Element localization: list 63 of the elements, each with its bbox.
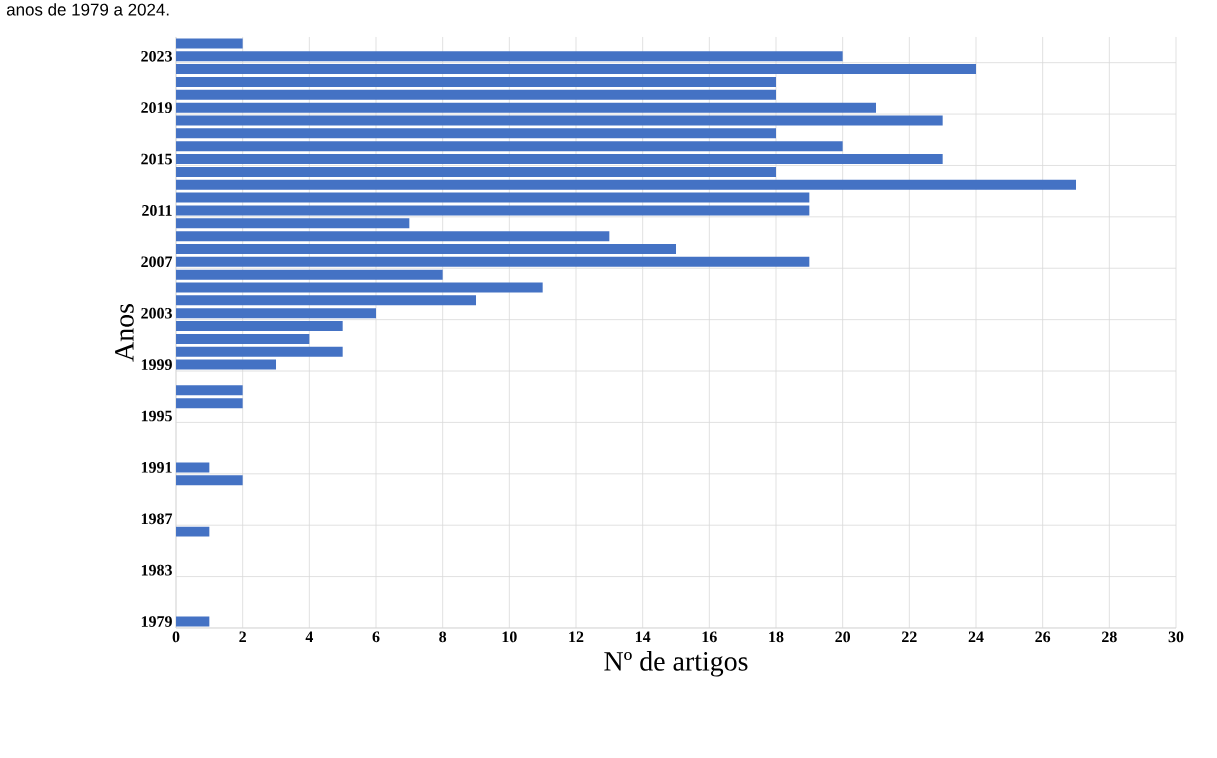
bar [176, 38, 243, 49]
y-tick-label: 2023 [141, 50, 172, 62]
x-tick-label: 8 [439, 631, 447, 643]
y-tick-label: 2011 [142, 205, 172, 216]
bar [176, 526, 210, 537]
y-tick-label: 1979 [141, 616, 172, 627]
bar [176, 115, 943, 126]
bar [176, 308, 377, 319]
x-tick-label: 20 [835, 631, 851, 643]
x-tick-label: 0 [172, 631, 180, 643]
bar [176, 76, 777, 87]
y-tick-label: 1983 [141, 564, 172, 576]
bar [176, 102, 877, 113]
y-tick-label: 1999 [141, 359, 172, 370]
x-tick-label: 12 [569, 631, 584, 643]
bar [176, 321, 343, 332]
bar [176, 89, 777, 100]
bar [176, 231, 610, 242]
bar [176, 128, 777, 139]
bar [176, 179, 1077, 190]
y-tick-label: 1991 [141, 462, 172, 473]
x-tick-label: 30 [1168, 631, 1184, 643]
bar [176, 616, 210, 627]
bar [176, 243, 677, 254]
bar [176, 205, 810, 216]
y-tick-label: 2007 [141, 256, 173, 268]
x-tick-label: 2 [239, 631, 246, 643]
x-tick-label: 22 [902, 631, 917, 643]
y-tick-label: 2019 [141, 102, 172, 114]
bar [176, 64, 977, 75]
x-tick-label: 18 [769, 631, 784, 643]
y-tick-label: 2003 [141, 307, 172, 319]
x-tick-label: 14 [635, 631, 651, 643]
bar [176, 256, 810, 267]
bar [176, 333, 310, 344]
bar [176, 385, 243, 396]
bar [176, 462, 210, 473]
bar [176, 141, 843, 152]
bar [176, 398, 243, 409]
bar [176, 475, 243, 486]
bar [176, 51, 843, 62]
x-tick-label: 28 [1102, 631, 1117, 643]
bar [176, 346, 343, 357]
bar [176, 269, 443, 280]
x-tick-label: 26 [1035, 631, 1051, 643]
x-tick-label: 6 [372, 631, 380, 643]
bar [176, 282, 543, 293]
y-tick-label: 2015 [141, 153, 172, 165]
x-tick-label: 10 [502, 631, 517, 643]
chart-title: anos de 1979 a 2024. [6, 3, 169, 16]
bar [176, 192, 810, 203]
x-tick-label: 24 [968, 631, 984, 643]
y-tick-label: 1987 [141, 513, 173, 525]
x-axis-title: Nº de artigos [604, 651, 748, 677]
bar [176, 359, 277, 370]
x-tick-label: 4 [305, 631, 314, 642]
bar [176, 295, 477, 306]
bar [176, 166, 777, 177]
y-tick-label: 1995 [141, 410, 172, 422]
x-tick-label: 16 [702, 631, 717, 643]
y-axis-title: Anos [115, 304, 134, 362]
bar [176, 218, 410, 229]
bar [176, 154, 943, 165]
